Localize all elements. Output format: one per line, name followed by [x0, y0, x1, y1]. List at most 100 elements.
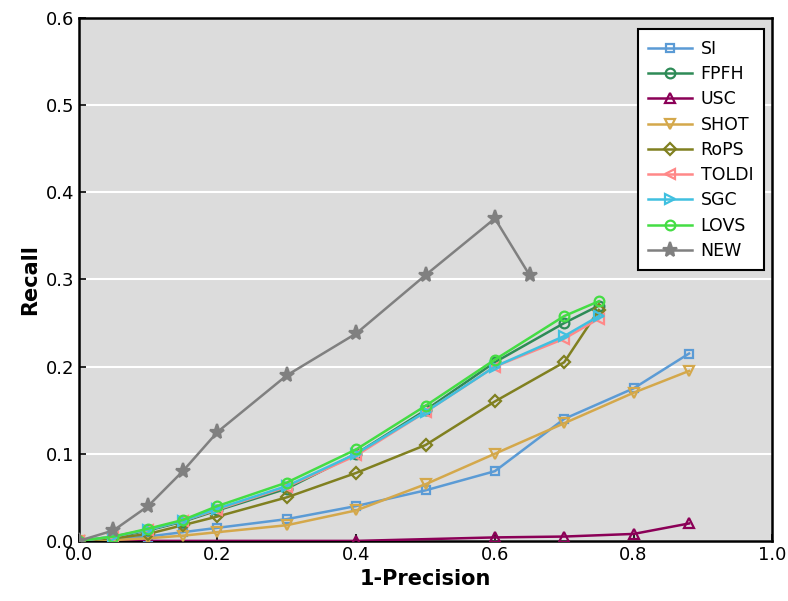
FPFH	[559, 320, 569, 327]
RoPS	[594, 307, 604, 314]
SI	[559, 415, 569, 423]
SGC	[74, 537, 84, 545]
Line: NEW: NEW	[71, 211, 537, 549]
TOLDI	[490, 363, 500, 370]
TOLDI	[213, 506, 222, 513]
SHOT	[684, 367, 693, 374]
LOVS	[421, 402, 430, 409]
SHOT	[490, 450, 500, 457]
FPFH	[109, 534, 118, 541]
SHOT	[213, 529, 222, 536]
SI	[213, 524, 222, 531]
NEW	[74, 537, 84, 545]
SI	[421, 487, 430, 494]
SI	[351, 502, 361, 510]
TOLDI	[559, 335, 569, 343]
SI	[143, 533, 153, 540]
SI	[178, 529, 188, 536]
SGC	[594, 313, 604, 320]
NEW	[109, 527, 118, 534]
FPFH	[143, 527, 153, 534]
Legend: SI, FPFH, USC, SHOT, RoPS, TOLDI, SGC, LOVS, NEW: SI, FPFH, USC, SHOT, RoPS, TOLDI, SGC, L…	[638, 29, 764, 270]
USC	[629, 530, 638, 537]
LOVS	[594, 297, 604, 305]
TOLDI	[178, 517, 188, 525]
SGC	[109, 533, 118, 540]
RoPS	[421, 441, 430, 448]
FPFH	[282, 485, 292, 492]
X-axis label: 1-Precision: 1-Precision	[360, 569, 491, 590]
SGC	[213, 505, 222, 512]
SHOT	[351, 507, 361, 514]
LOVS	[490, 356, 500, 363]
Line: USC: USC	[74, 519, 694, 546]
SI	[109, 535, 118, 543]
SHOT	[74, 537, 84, 545]
TOLDI	[282, 483, 292, 490]
FPFH	[351, 450, 361, 457]
TOLDI	[109, 533, 118, 540]
SGC	[421, 408, 430, 415]
LOVS	[559, 313, 569, 320]
Line: TOLDI: TOLDI	[74, 314, 604, 546]
SI	[684, 350, 693, 357]
NEW	[490, 215, 500, 222]
SGC	[490, 363, 500, 370]
RoPS	[143, 530, 153, 537]
SGC	[282, 483, 292, 490]
FPFH	[421, 406, 430, 413]
LOVS	[109, 533, 118, 540]
SGC	[559, 332, 569, 340]
USC	[559, 533, 569, 540]
USC	[74, 537, 84, 545]
SGC	[143, 526, 153, 533]
Line: RoPS: RoPS	[75, 306, 603, 545]
LOVS	[178, 516, 188, 523]
SHOT	[559, 419, 569, 427]
SGC	[351, 450, 361, 457]
SGC	[178, 517, 188, 525]
USC	[684, 520, 693, 527]
TOLDI	[74, 537, 84, 545]
SI	[629, 385, 638, 392]
RoPS	[282, 494, 292, 501]
NEW	[351, 330, 361, 337]
SHOT	[629, 389, 638, 397]
FPFH	[74, 537, 84, 545]
LOVS	[282, 479, 292, 486]
SI	[74, 537, 84, 545]
Line: SI: SI	[75, 349, 693, 545]
SHOT	[178, 532, 188, 539]
SHOT	[143, 535, 153, 542]
NEW	[421, 272, 430, 279]
Line: LOVS: LOVS	[74, 296, 604, 546]
FPFH	[490, 359, 500, 366]
TOLDI	[351, 452, 361, 459]
NEW	[178, 468, 188, 475]
Line: SGC: SGC	[74, 311, 604, 546]
NEW	[213, 429, 222, 436]
Line: FPFH: FPFH	[74, 300, 604, 546]
USC	[351, 537, 361, 545]
SHOT	[109, 537, 118, 544]
LOVS	[213, 502, 222, 510]
LOVS	[351, 446, 361, 453]
RoPS	[559, 359, 569, 366]
Line: SHOT: SHOT	[74, 366, 694, 546]
TOLDI	[421, 408, 430, 415]
Y-axis label: Recall: Recall	[20, 244, 40, 315]
FPFH	[213, 507, 222, 514]
NEW	[282, 371, 292, 379]
RoPS	[213, 513, 222, 520]
SI	[490, 468, 500, 475]
TOLDI	[143, 526, 153, 533]
TOLDI	[594, 315, 604, 322]
FPFH	[594, 302, 604, 309]
LOVS	[74, 537, 84, 545]
SHOT	[421, 481, 430, 488]
NEW	[525, 272, 534, 279]
RoPS	[351, 469, 361, 477]
RoPS	[490, 398, 500, 405]
RoPS	[74, 537, 84, 545]
RoPS	[178, 522, 188, 529]
